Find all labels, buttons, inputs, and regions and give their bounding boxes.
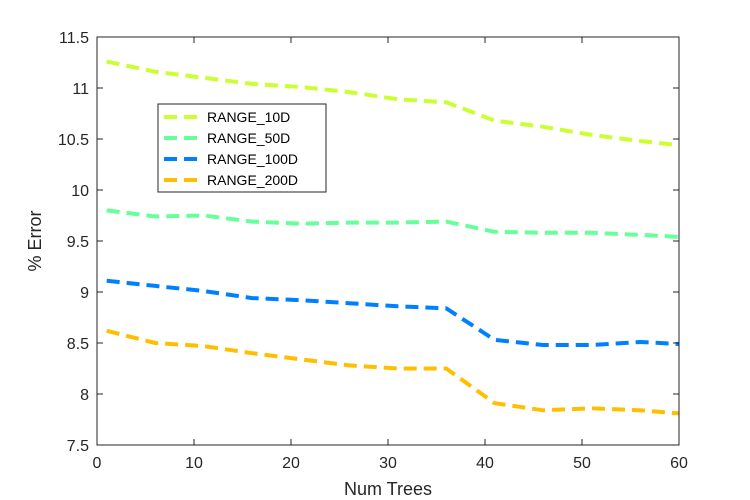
series-line-range-50d	[106, 208, 680, 239]
x-tick-label: 40	[476, 455, 494, 472]
legend-label: RANGE_50D	[207, 130, 290, 146]
series-line-range-200d	[106, 328, 680, 416]
y-tick-label: 8.5	[67, 336, 89, 353]
y-tick-label: 9	[80, 285, 89, 302]
series-lines	[106, 59, 680, 416]
x-tick-label: 60	[670, 455, 688, 472]
x-tick-label: 30	[379, 455, 397, 472]
x-axis-label: Num Trees	[344, 479, 432, 499]
x-tick-label: 20	[282, 455, 300, 472]
y-tick-label: 10.5	[58, 132, 89, 149]
legend: RANGE_10D RANGE_50D RANGE_100D RANGE_200D	[157, 103, 327, 193]
y-tick-label: 11.5	[59, 30, 89, 47]
y-axis-label: % Error	[25, 210, 45, 271]
y-tick-label: 9.5	[67, 234, 89, 251]
x-axis: 0 10 20 30 40 50 60	[93, 37, 688, 472]
y-axis: 7.5 8 8.5 9 9.5 10 10.5 11 11.5	[58, 30, 679, 455]
legend-label: RANGE_10D	[207, 109, 290, 125]
y-tick-label: 8	[80, 387, 89, 404]
series-line-range-10d	[106, 59, 680, 148]
y-tick-label: 7.5	[67, 438, 89, 455]
x-tick-label: 10	[185, 455, 203, 472]
y-tick-label: 10	[71, 183, 89, 200]
x-tick-label: 50	[573, 455, 591, 472]
x-tick-label: 0	[93, 455, 102, 472]
series-line-range-100d	[106, 278, 680, 347]
y-tick-label: 11	[72, 81, 89, 98]
legend-label: RANGE_200D	[207, 172, 298, 188]
legend-label: RANGE_100D	[207, 151, 298, 167]
